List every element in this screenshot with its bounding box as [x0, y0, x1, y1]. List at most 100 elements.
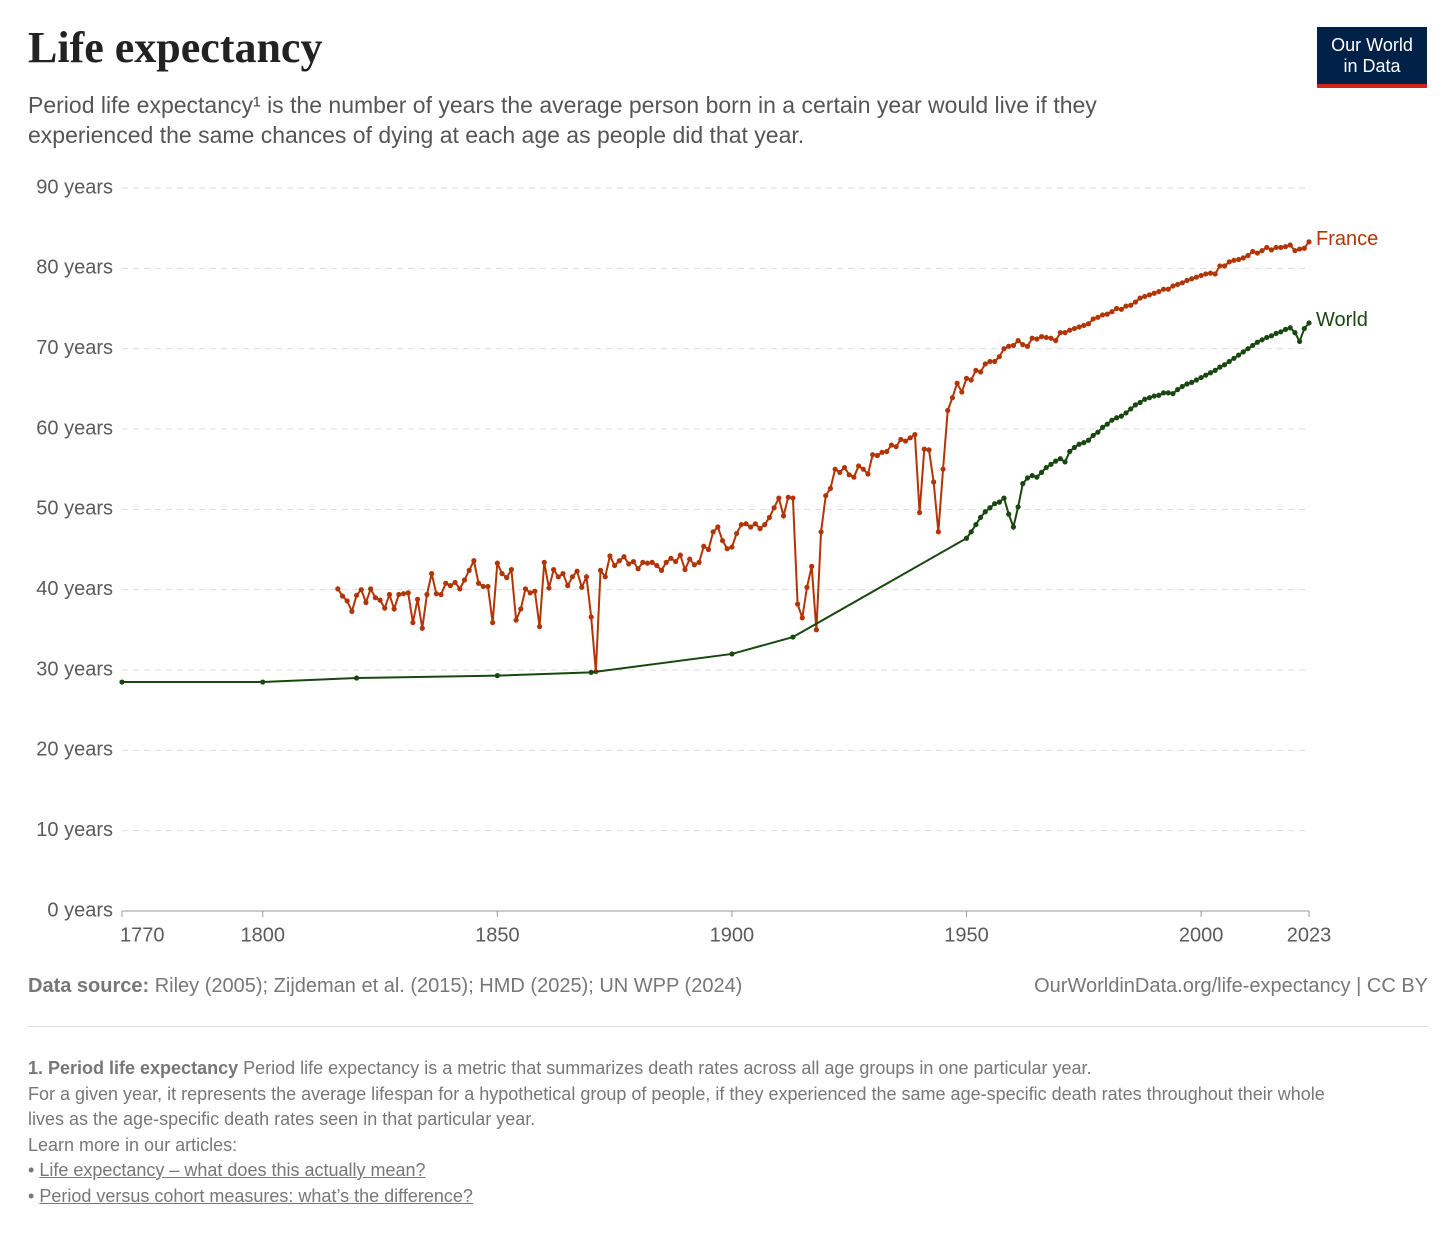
data-point: [931, 479, 937, 485]
data-point: [1287, 325, 1293, 331]
data-point: [1184, 381, 1190, 387]
data-point: [954, 380, 960, 386]
data-point: [429, 571, 435, 577]
data-point: [372, 595, 378, 601]
data-point: [1156, 289, 1162, 295]
data-point: [1043, 464, 1049, 471]
data-point: [1118, 306, 1124, 312]
data-point: [616, 558, 622, 564]
data-point: [729, 544, 735, 550]
data-point: [968, 529, 974, 535]
data-point: [1217, 263, 1223, 269]
data-point: [1062, 330, 1068, 336]
data-point: [1128, 406, 1134, 412]
data-point: [461, 577, 468, 583]
data-point: [987, 505, 993, 511]
source: Data source: Riley (2005); Zijdeman et a…: [28, 975, 742, 998]
data-point: [987, 358, 993, 365]
data-point: [1132, 299, 1139, 305]
data-point: [1137, 399, 1143, 406]
data-point: [1226, 358, 1232, 365]
data-point: [1151, 393, 1157, 399]
data-point: [588, 614, 594, 620]
separator: [28, 1026, 1428, 1027]
data-point: [527, 590, 533, 596]
data-point: [1189, 379, 1195, 386]
data-point: [583, 574, 590, 580]
data-point: [1081, 440, 1087, 446]
data-point: [1259, 337, 1265, 343]
data-point: [1024, 343, 1031, 349]
title: Life expectancy: [28, 23, 323, 72]
x-tick-label: 1800: [241, 924, 286, 946]
data-point: [1250, 248, 1256, 255]
footnote-text: Learn more in our articles:: [28, 1134, 238, 1155]
data-point: [1071, 325, 1078, 332]
data-point: [1123, 410, 1129, 416]
data-point: [1165, 286, 1171, 292]
data-point: [1179, 280, 1185, 286]
footnote-link[interactable]: Period versus cohort measures: what’s th…: [39, 1185, 473, 1206]
logo[interactable]: Our World in Data: [1317, 27, 1427, 88]
footnote-link-item: • Life expectancy – what does this actua…: [28, 1160, 426, 1180]
data-point: [1198, 374, 1204, 381]
data-point: [1123, 303, 1129, 309]
data-point: [715, 524, 721, 530]
source-url[interactable]: OurWorldinData.org/life-expectancy | CC …: [1034, 975, 1428, 997]
series-line: [336, 241, 1310, 672]
data-point: [644, 560, 651, 566]
data-point: [1217, 364, 1223, 370]
data-point: [1292, 248, 1298, 254]
data-point: [724, 546, 730, 552]
footnote-line: 1. Period life expectancy Period life ex…: [28, 1056, 1328, 1082]
data-point: [818, 529, 824, 535]
data-point: [705, 546, 712, 553]
data-point: [809, 563, 815, 569]
data-point: [654, 562, 660, 569]
data-point: [1067, 448, 1073, 455]
data-point: [1057, 456, 1063, 462]
data-point: [973, 521, 979, 528]
data-point: [658, 567, 665, 573]
data-point: [982, 361, 988, 367]
data-point: [813, 627, 819, 633]
data-point: [438, 591, 444, 598]
data-point: [1207, 270, 1214, 276]
data-point: [602, 574, 608, 580]
data-point: [959, 389, 965, 395]
data-point: [865, 471, 871, 477]
x-tick-label: 1770: [120, 924, 165, 946]
data-point: [424, 591, 430, 598]
data-point: [855, 463, 862, 469]
data-point: [780, 513, 787, 519]
data-point: [1264, 244, 1270, 251]
data-point: [790, 495, 796, 501]
data-point: [1015, 504, 1021, 510]
data-point: [719, 538, 726, 544]
footnote-link[interactable]: Life expectancy – what does this actuall…: [39, 1160, 426, 1180]
data-point: [1273, 330, 1279, 337]
data-point: [766, 514, 773, 520]
data-point: [353, 592, 360, 598]
data-point: [382, 605, 388, 611]
data-point: [888, 442, 895, 448]
data-point: [522, 586, 529, 592]
data-point: [860, 466, 866, 472]
data-point: [1034, 336, 1040, 342]
data-point: [1038, 469, 1045, 475]
data-point: [551, 566, 557, 573]
data-point: [1010, 342, 1017, 349]
data-point: [1151, 290, 1157, 296]
data-point: [480, 583, 486, 590]
data-point: [1001, 346, 1007, 352]
data-point: [1160, 286, 1167, 292]
data-point: [410, 620, 416, 626]
data-point: [1104, 421, 1110, 427]
data-point: [673, 558, 679, 565]
data-point: [1259, 248, 1265, 254]
data-point: [701, 543, 707, 549]
data-point: [588, 669, 594, 676]
data-point: [1184, 277, 1190, 283]
data-point: [452, 579, 458, 586]
